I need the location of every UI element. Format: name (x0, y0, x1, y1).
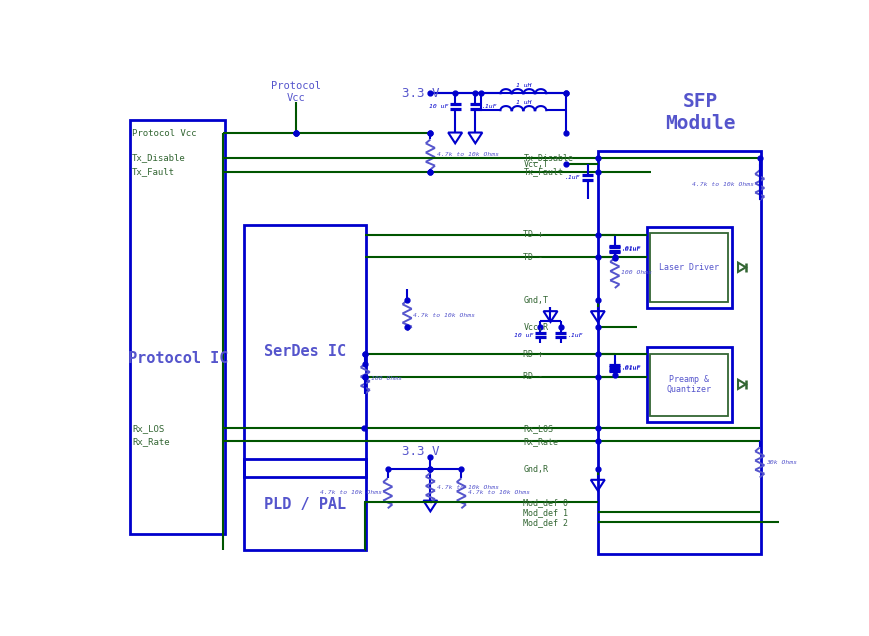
Text: SFP
Module: SFP Module (664, 92, 734, 133)
Text: Tx_Fault: Tx_Fault (132, 167, 175, 176)
Text: 10 uF: 10 uF (428, 104, 448, 109)
Bar (130, 120, 225, 534)
Text: 4.7k to 10k Ohms: 4.7k to 10k Ohms (413, 312, 474, 317)
Text: .1uF: .1uF (565, 175, 580, 180)
Text: 4.7k to 10k Ohms: 4.7k to 10k Ohms (467, 490, 529, 495)
Text: 100 Ohms: 100 Ohms (371, 376, 402, 381)
Text: 4.7k to 10k Ohms: 4.7k to 10k Ohms (319, 490, 381, 495)
Text: Tx_Disable: Tx_Disable (132, 153, 186, 162)
Text: RD -: RD - (523, 372, 543, 381)
Text: 3.3 V: 3.3 V (401, 86, 439, 100)
Text: 1 uH: 1 uH (515, 83, 530, 88)
Text: 30k Ohms: 30k Ohms (765, 460, 796, 464)
Text: Rx_Rate: Rx_Rate (132, 437, 169, 446)
Bar (243, 459, 366, 550)
Bar (650, 233, 727, 302)
Text: Rx_LOS: Rx_LOS (132, 424, 164, 432)
Bar (650, 354, 727, 416)
Text: Tx_Fault: Tx_Fault (523, 167, 563, 176)
Text: Preamp &
Quantizer: Preamp & Quantizer (666, 375, 711, 394)
Text: 4.7k to 10k Ohms: 4.7k to 10k Ohms (691, 183, 753, 188)
Bar (646, 347, 731, 422)
Text: Protocol
Vcc: Protocol Vcc (271, 81, 321, 102)
Text: Protocol Vcc: Protocol Vcc (132, 129, 196, 138)
Text: TD -: TD - (523, 252, 543, 262)
Text: RD +: RD + (523, 350, 543, 359)
Bar (597, 151, 760, 554)
Text: Laser Driver: Laser Driver (659, 263, 719, 272)
Text: Vcc,T: Vcc,T (523, 160, 547, 169)
Text: Mod_def 0: Mod_def 0 (523, 497, 567, 507)
Bar (646, 227, 731, 308)
Text: Protocol IC: Protocol IC (128, 350, 228, 366)
Text: Mod_def 1: Mod_def 1 (523, 508, 567, 516)
Text: Vcc,R: Vcc,R (523, 323, 547, 332)
Text: .01uF: .01uF (621, 247, 640, 252)
Text: SerDes IC: SerDes IC (263, 343, 346, 359)
Text: Rx_LOS: Rx_LOS (523, 424, 553, 432)
Text: Rx_Rate: Rx_Rate (523, 437, 558, 446)
Text: 4.7k to 10k Ohms: 4.7k to 10k Ohms (436, 151, 498, 156)
Text: PLD / PAL: PLD / PAL (263, 497, 346, 512)
Text: 10 uF: 10 uF (514, 333, 533, 338)
Text: TD +: TD + (523, 230, 543, 239)
Text: Gnd,T: Gnd,T (523, 296, 547, 305)
Text: 4.7k to 10k Ohms: 4.7k to 10k Ohms (436, 485, 498, 490)
Text: .01uF: .01uF (621, 365, 640, 370)
Text: Gnd,R: Gnd,R (523, 464, 547, 474)
Text: .1uF: .1uF (567, 333, 582, 338)
Text: Mod_def 2: Mod_def 2 (523, 518, 567, 527)
Text: .01uF: .01uF (621, 246, 640, 251)
Text: 100 Ohms: 100 Ohms (620, 270, 651, 275)
Text: 1 uH: 1 uH (515, 100, 530, 105)
Text: 3.3 V: 3.3 V (401, 445, 439, 458)
Text: .1uF: .1uF (481, 104, 497, 109)
Bar (243, 225, 366, 478)
Text: .01uF: .01uF (621, 366, 640, 371)
Text: Tx_Disable: Tx_Disable (523, 153, 573, 162)
